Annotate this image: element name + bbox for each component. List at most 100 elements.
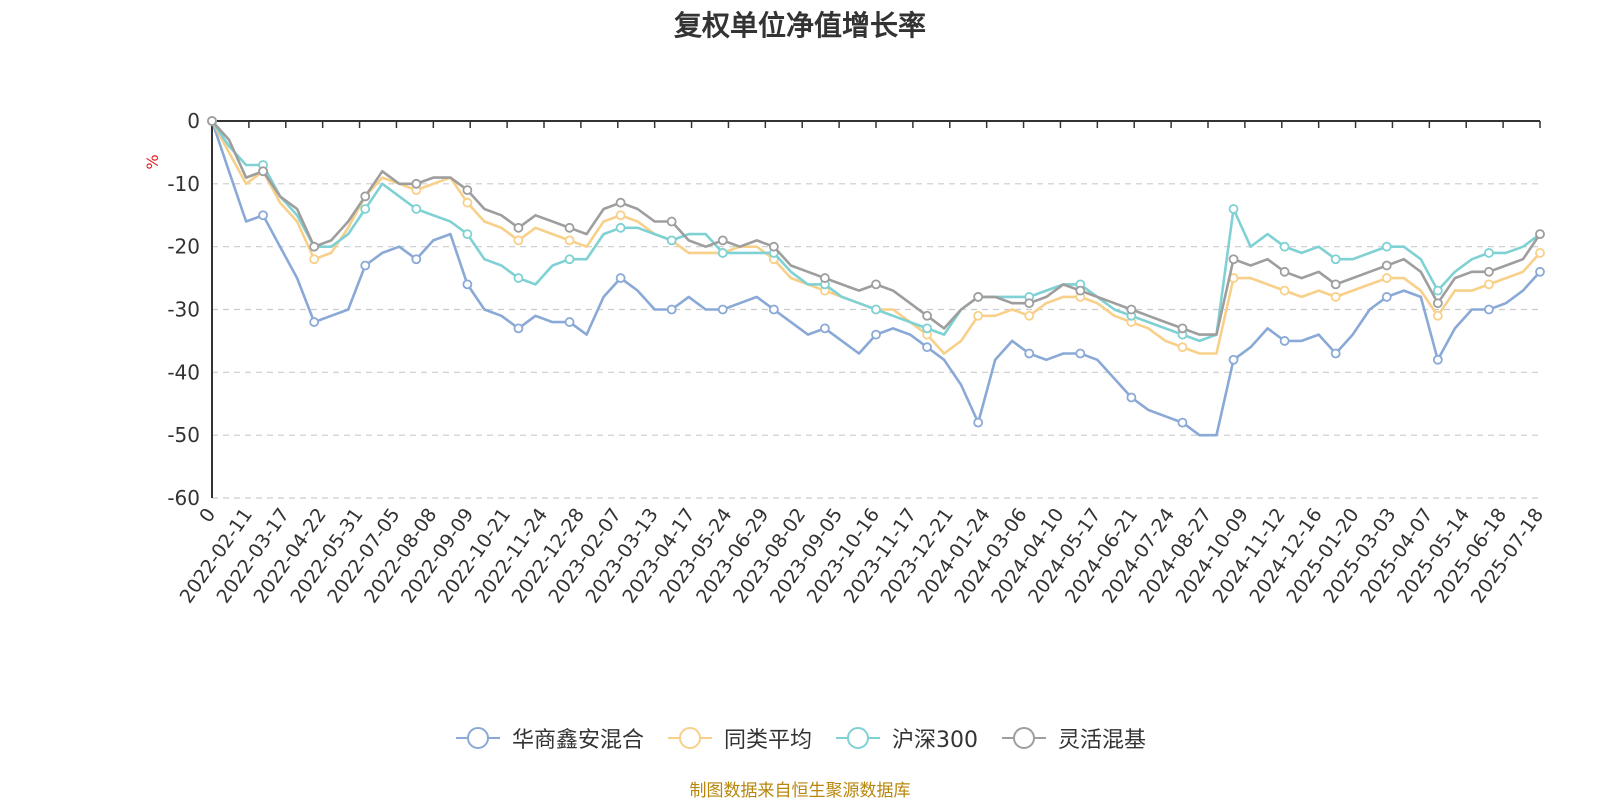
legend-item[interactable]: 灵活混基 xyxy=(1000,722,1146,754)
data-point xyxy=(768,241,779,252)
data-point xyxy=(462,229,473,240)
data-point xyxy=(360,204,371,214)
data-point xyxy=(1024,348,1035,359)
data-point xyxy=(1381,273,1392,283)
data-point xyxy=(615,210,626,221)
y-axis-unit: % xyxy=(143,154,162,169)
y-tick-label: -50 xyxy=(167,423,200,447)
data-point xyxy=(1484,248,1494,258)
data-point xyxy=(871,304,881,315)
data-point xyxy=(513,235,524,246)
data-point xyxy=(564,254,575,265)
legend-circle xyxy=(678,727,701,749)
data-point xyxy=(564,222,575,233)
legend-marker-icon xyxy=(1002,727,1046,749)
series-lines xyxy=(207,116,1545,437)
legend-label: 同类平均 xyxy=(723,728,812,753)
data-point xyxy=(1279,241,1290,252)
y-tick-label: 0 xyxy=(187,109,200,133)
data-point xyxy=(666,216,677,227)
legend-marker-icon xyxy=(455,727,500,749)
source-note: 制图数据来自恒生聚源数据库 xyxy=(689,781,911,801)
data-point xyxy=(1024,310,1035,321)
data-point xyxy=(1535,248,1545,258)
data-point xyxy=(1279,285,1290,296)
data-point xyxy=(1075,285,1086,296)
data-point xyxy=(258,166,268,177)
data-point xyxy=(615,273,626,283)
data-point xyxy=(1177,342,1188,353)
legend-label: 华商鑫安混合 xyxy=(511,728,644,753)
data-point xyxy=(922,323,932,334)
series-line xyxy=(210,120,1541,437)
data-point xyxy=(871,279,881,290)
data-point xyxy=(1484,304,1494,315)
data-point xyxy=(1484,279,1494,290)
data-point xyxy=(564,235,575,246)
data-point xyxy=(411,204,422,214)
data-point xyxy=(1432,354,1443,365)
data-point xyxy=(1126,304,1137,315)
data-point xyxy=(717,235,728,246)
legend-item[interactable]: 华商鑫安混合 xyxy=(454,722,644,754)
data-point xyxy=(258,210,268,221)
data-point xyxy=(309,241,320,252)
y-tick-label: -30 xyxy=(167,298,200,322)
data-point xyxy=(615,222,626,233)
data-point xyxy=(309,317,320,327)
data-point xyxy=(462,279,473,290)
data-point xyxy=(717,248,728,258)
data-point xyxy=(666,304,677,315)
data-point xyxy=(1432,298,1443,309)
legend-marker-icon xyxy=(667,727,712,749)
legend-item[interactable]: 同类平均 xyxy=(666,722,812,754)
legend-circle xyxy=(1013,727,1035,749)
data-point xyxy=(1330,292,1341,302)
line-chart: 0-10-20-30-40-50-60%02022-02-112022-03-1… xyxy=(143,109,1548,607)
data-point xyxy=(1177,323,1188,334)
axes xyxy=(211,120,1541,498)
data-point xyxy=(513,323,524,334)
data-point xyxy=(1381,292,1392,302)
data-point xyxy=(871,329,881,340)
data-point xyxy=(1075,348,1086,359)
data-point xyxy=(207,116,217,126)
y-tick-label: -10 xyxy=(167,172,200,196)
data-point xyxy=(1535,229,1545,240)
data-point xyxy=(513,273,524,283)
legend-label: 沪深300 xyxy=(892,728,978,753)
data-point xyxy=(1535,266,1545,277)
y-tick-label: -60 xyxy=(167,486,200,510)
legend-circle xyxy=(847,727,869,749)
data-point xyxy=(1177,417,1188,428)
data-point xyxy=(1381,260,1392,271)
data-point xyxy=(1330,348,1341,359)
data-point xyxy=(1228,254,1239,265)
data-point xyxy=(564,317,575,327)
y-tick-label: -20 xyxy=(167,235,200,259)
data-point xyxy=(820,323,830,334)
data-point xyxy=(768,304,779,315)
data-point xyxy=(1484,266,1494,277)
series-line xyxy=(210,120,1541,355)
legend-marker-icon xyxy=(836,727,880,749)
x-tick-label: 0 xyxy=(195,504,220,527)
data-point xyxy=(462,197,473,208)
grid-lines xyxy=(212,183,1540,499)
chart-title: 复权单位净值增长率 xyxy=(673,9,926,42)
legend-item[interactable]: 沪深300 xyxy=(834,722,978,754)
series-line xyxy=(211,120,1542,336)
data-point xyxy=(1228,354,1239,365)
data-point xyxy=(1330,279,1341,290)
data-point xyxy=(973,417,984,428)
data-point xyxy=(513,222,524,233)
data-point xyxy=(1330,254,1341,265)
data-point xyxy=(411,178,422,189)
data-point xyxy=(666,235,677,246)
data-point xyxy=(820,273,830,283)
data-point xyxy=(1024,298,1035,309)
legend-circle xyxy=(466,727,489,749)
data-point xyxy=(360,191,371,202)
data-point xyxy=(1432,310,1443,321)
data-point xyxy=(1279,266,1290,277)
